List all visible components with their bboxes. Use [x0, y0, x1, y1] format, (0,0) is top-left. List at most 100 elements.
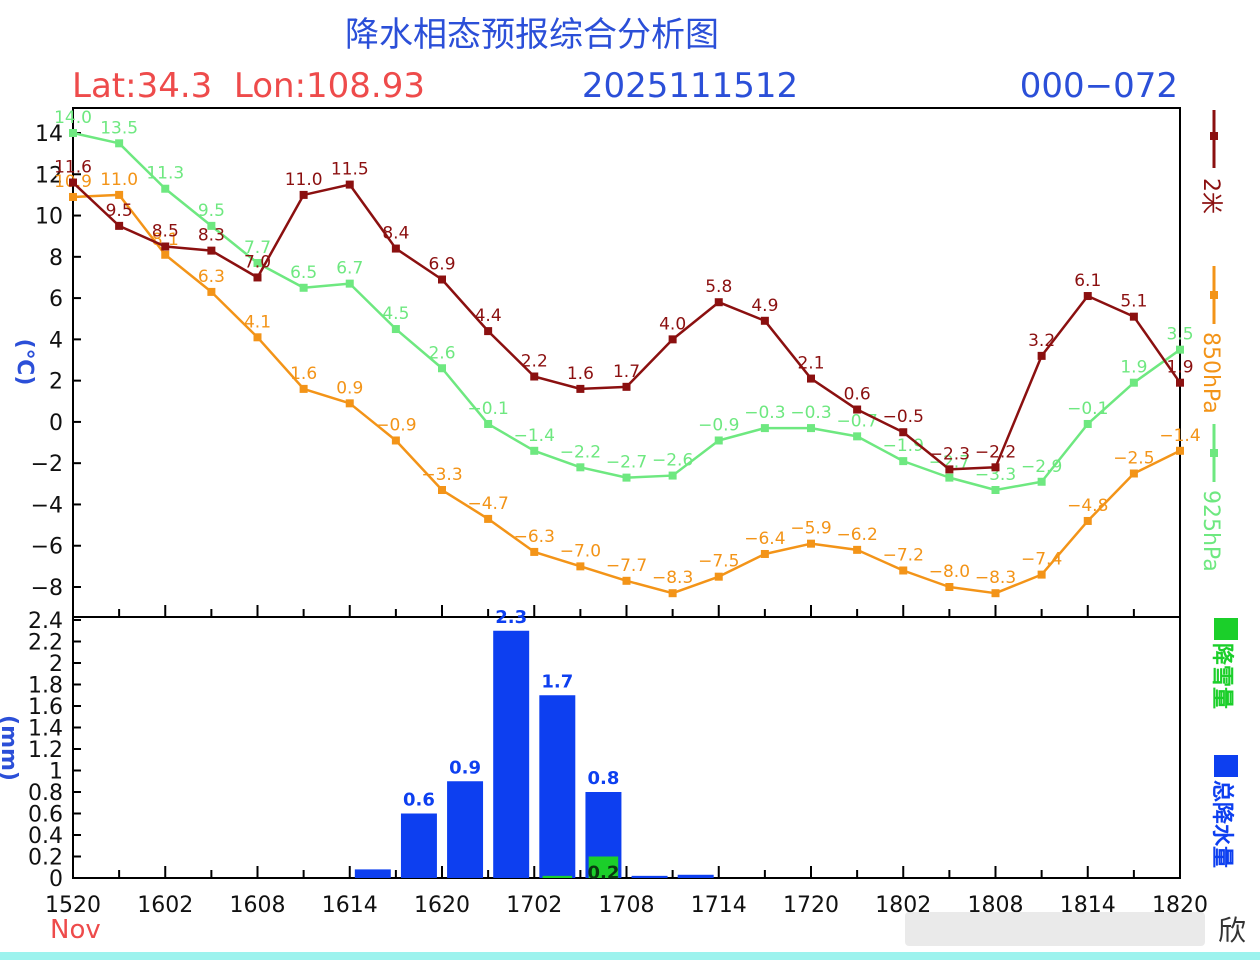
x-tick-label: 1602 — [137, 893, 193, 918]
data-label: 6.1 — [1074, 271, 1101, 291]
data-point — [391, 244, 400, 253]
bar-label: 0.2 — [587, 863, 619, 884]
data-label: 8.4 — [382, 224, 409, 244]
month-label: Nov — [50, 915, 101, 945]
data-point — [807, 539, 815, 548]
data-label: −6.4 — [744, 529, 785, 549]
precip-ytick-label: 2 — [49, 652, 63, 677]
data-label: 0.6 — [844, 385, 871, 405]
data-point — [1037, 351, 1046, 360]
data-label: 14.0 — [54, 108, 92, 128]
data-label: −4.8 — [1067, 496, 1108, 516]
data-label: 7.7 — [244, 238, 271, 258]
bar-label: 0.6 — [403, 790, 435, 811]
data-label: 9.5 — [106, 201, 133, 221]
precip-ytick-label: 0.4 — [28, 824, 63, 849]
data-label: −7.2 — [883, 545, 924, 565]
temp-ytick-label: 10 — [35, 205, 63, 230]
data-point — [576, 562, 585, 571]
data-label: 1.9 — [1120, 358, 1147, 378]
data-point — [991, 463, 1000, 472]
data-point — [69, 192, 77, 201]
precip-bar — [542, 875, 573, 878]
data-label: −2.5 — [1113, 449, 1154, 469]
data-point — [299, 190, 308, 199]
data-point — [1176, 446, 1184, 455]
precip-axis-title: (mm) — [0, 715, 21, 781]
precip-ytick-label: 1.8 — [28, 674, 63, 699]
data-point — [714, 298, 723, 307]
x-tick-label: 1620 — [414, 893, 470, 918]
precip-bar — [539, 695, 576, 878]
data-label: 5.8 — [705, 277, 732, 297]
data-point — [991, 486, 1000, 495]
data-label: −7.0 — [560, 541, 601, 561]
data-label: 11.5 — [331, 160, 369, 180]
data-label: −8.0 — [929, 562, 970, 582]
data-label: 1.9 — [1166, 358, 1193, 378]
data-point — [714, 572, 723, 581]
temperature-series: 14.013.511.39.57.76.5 6.74.52.6−0.1−1.4−2… — [54, 108, 1201, 598]
data-label: 11.0 — [285, 170, 323, 190]
data-label: 1.7 — [613, 362, 640, 382]
data-point — [1129, 378, 1138, 387]
precip-ytick-label: 1.4 — [28, 717, 63, 742]
init-time-label: 2025111512 — [582, 66, 798, 106]
precip-bar — [354, 869, 391, 878]
data-label: 9.5 — [198, 201, 225, 221]
temp-ytick-label: −2 — [31, 452, 63, 477]
precip-bar — [588, 856, 619, 878]
lat-lon-label: Lat:34.3 Lon:108.93 — [72, 66, 425, 106]
series-line — [72, 181, 1182, 471]
data-label: 7.0 — [244, 252, 271, 272]
data-point — [438, 364, 446, 373]
data-label: −2.7 — [929, 453, 970, 473]
precip-bars: 0.6 0.9 2.3 1.7 0.8 0.2 — [354, 607, 714, 884]
data-point — [207, 287, 216, 296]
x-tick-label: 1520 — [45, 893, 101, 918]
data-label: −6.3 — [514, 527, 555, 547]
data-label: 1.6 — [567, 364, 594, 384]
data-point — [807, 424, 815, 433]
data-point — [899, 566, 908, 575]
x-tick-label: 1608 — [230, 893, 286, 918]
data-point — [299, 384, 308, 393]
data-label: 1.6 — [290, 364, 317, 384]
data-label: −2.2 — [560, 442, 601, 462]
series-925hPa: 14.013.511.39.57.76.5 6.74.52.6−0.1−1.4−2… — [54, 108, 1194, 495]
legend: 2米 850hPa 925hPa 降雪量 总降水量 — [1198, 110, 1238, 868]
data-point — [345, 399, 354, 408]
data-point — [1129, 312, 1138, 321]
data-point — [853, 405, 862, 414]
x-tick-label: 1720 — [783, 893, 839, 918]
data-point — [899, 428, 908, 437]
data-point — [622, 382, 631, 391]
series-2米: 11.6 9.5 8.5 8.3 7.0 11.0 11.5 8.4 6.9 4.4 2.2 1.6 1… — [54, 158, 1194, 474]
data-label: −0.3 — [744, 403, 785, 423]
data-label: 3.2 — [1028, 331, 1055, 351]
data-point — [161, 242, 170, 251]
data-point — [1083, 516, 1092, 525]
data-point — [807, 374, 815, 383]
precip-ytick-label: 2.4 — [28, 609, 63, 634]
temp-ytick-label: −8 — [31, 576, 63, 601]
data-label: 5.1 — [1120, 292, 1147, 312]
data-point — [945, 583, 954, 591]
x-tick-label: 1702 — [506, 893, 562, 918]
data-label: 4.4 — [475, 306, 502, 326]
legend-item-850hpa: 850hPa — [1198, 266, 1223, 414]
data-point — [299, 283, 308, 292]
data-point — [760, 424, 769, 433]
data-label: −7.4 — [1021, 550, 1062, 570]
data-point — [622, 473, 631, 482]
data-label: 6.7 — [336, 259, 363, 279]
data-label: −0.9 — [375, 415, 416, 435]
data-label: −0.3 — [790, 403, 831, 423]
data-label: 3.5 — [1166, 325, 1193, 345]
data-point — [530, 372, 539, 381]
series-line — [72, 193, 1181, 595]
data-point — [69, 129, 77, 137]
data-label: 4.1 — [244, 312, 271, 332]
data-label: −7.7 — [606, 556, 647, 576]
